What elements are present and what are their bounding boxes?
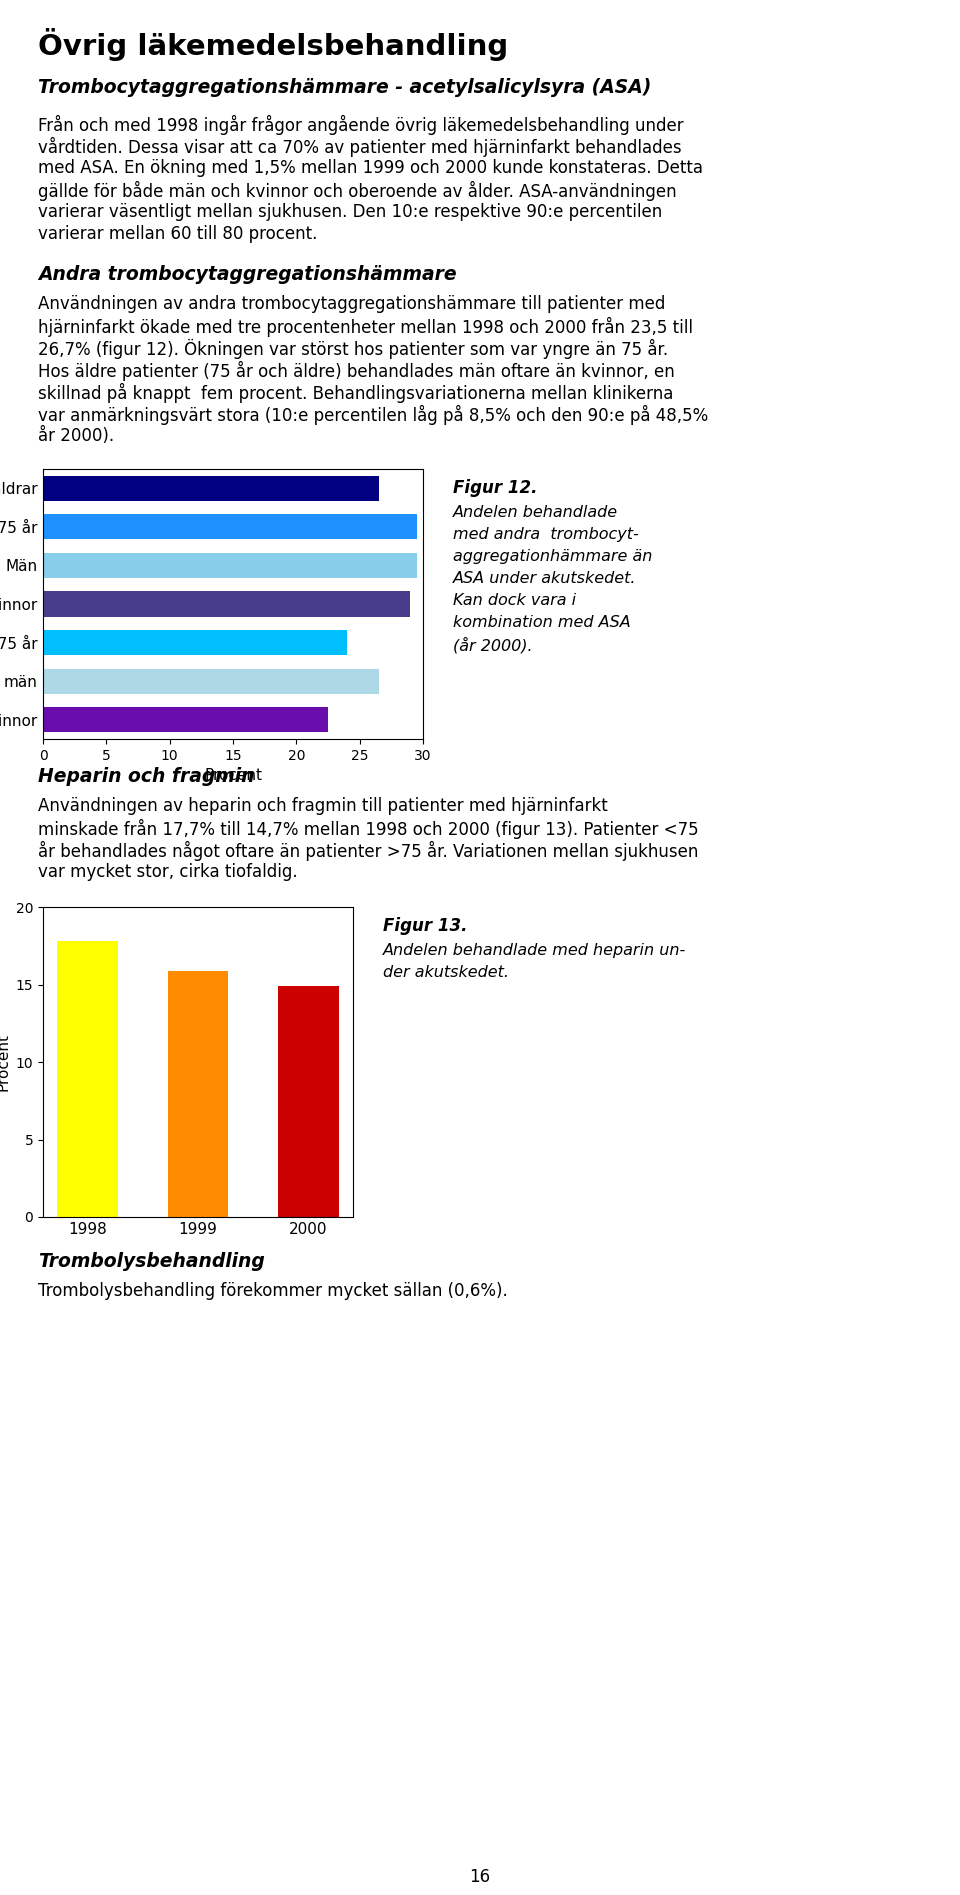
- Text: 26,7% (figur 12). Ökningen var störst hos patienter som var yngre än 75 år.: 26,7% (figur 12). Ökningen var störst ho…: [38, 339, 668, 358]
- Text: Figur 12.: Figur 12.: [453, 479, 538, 496]
- Text: med andra  trombocyt-: med andra trombocyt-: [453, 527, 638, 542]
- Text: kombination med ASA: kombination med ASA: [453, 616, 631, 629]
- Text: gällde för både män och kvinnor och oberoende av ålder. ASA-användningen: gällde för både män och kvinnor och ober…: [38, 182, 677, 201]
- Text: Trombolysbehandling: Trombolysbehandling: [38, 1253, 265, 1272]
- Text: var anmärkningsvärt stora (10:e percentilen låg på 8,5% och den 90:e på 48,5%: var anmärkningsvärt stora (10:e percenti…: [38, 406, 708, 424]
- Text: med ASA. En ökning med 1,5% mellan 1999 och 2000 kunde konstateras. Detta: med ASA. En ökning med 1,5% mellan 1999 …: [38, 159, 703, 176]
- Text: Övrig läkemedelsbehandling: Övrig läkemedelsbehandling: [38, 28, 508, 61]
- Text: Figur 13.: Figur 13.: [383, 917, 468, 934]
- Bar: [57, 942, 118, 1217]
- Text: Från och med 1998 ingår frågor angående övrig läkemedelsbehandling under: Från och med 1998 ingår frågor angående …: [38, 116, 684, 135]
- Text: Andelen behandlade med heparin un-: Andelen behandlade med heparin un-: [383, 944, 686, 959]
- Text: hjärninfarkt ökade med tre procentenheter mellan 1998 och 2000 från 23,5 till: hjärninfarkt ökade med tre procentenhete…: [38, 316, 693, 337]
- X-axis label: Procent: Procent: [204, 767, 262, 783]
- Bar: [43, 629, 347, 656]
- Bar: [43, 707, 328, 731]
- Bar: [43, 553, 417, 578]
- Text: Användningen av andra trombocytaggregationshämmare till patienter med: Användningen av andra trombocytaggregati…: [38, 296, 665, 313]
- Text: minskade från 17,7% till 14,7% mellan 1998 och 2000 (figur 13). Patienter <75: minskade från 17,7% till 14,7% mellan 19…: [38, 819, 699, 839]
- Y-axis label: Procent: Procent: [0, 1033, 11, 1092]
- Bar: [43, 669, 378, 694]
- Text: skillnad på knappt  fem procent. Behandlingsvariationerna mellan klinikerna: skillnad på knappt fem procent. Behandli…: [38, 383, 673, 404]
- Text: Kan dock vara i: Kan dock vara i: [453, 593, 576, 608]
- Text: var mycket stor, cirka tiofaldig.: var mycket stor, cirka tiofaldig.: [38, 862, 298, 881]
- Text: aggregationhämmare än: aggregationhämmare än: [453, 550, 653, 565]
- Bar: [168, 970, 228, 1217]
- Text: Trombocytaggregationshämmare - acetylsalicylsyra (ASA): Trombocytaggregationshämmare - acetylsal…: [38, 78, 652, 97]
- Bar: [43, 476, 378, 500]
- Text: vårdtiden. Dessa visar att ca 70% av patienter med hjärninfarkt behandlades: vårdtiden. Dessa visar att ca 70% av pat…: [38, 136, 682, 157]
- Text: Andelen behandlade: Andelen behandlade: [453, 504, 618, 519]
- Text: år behandlades något oftare än patienter >75 år. Variationen mellan sjukhusen: år behandlades något oftare än patienter…: [38, 841, 698, 860]
- Text: Hos äldre patienter (75 år och äldre) behandlades män oftare än kvinnor, en: Hos äldre patienter (75 år och äldre) be…: [38, 362, 675, 381]
- Text: Användningen av heparin och fragmin till patienter med hjärninfarkt: Användningen av heparin och fragmin till…: [38, 798, 608, 815]
- Bar: [43, 591, 410, 616]
- Text: der akutskedet.: der akutskedet.: [383, 965, 509, 980]
- Bar: [278, 985, 339, 1217]
- Text: Trombolysbehandling förekommer mycket sällan (0,6%).: Trombolysbehandling förekommer mycket sä…: [38, 1283, 508, 1300]
- Text: (år 2000).: (år 2000).: [453, 637, 533, 654]
- Text: varierar väsentligt mellan sjukhusen. Den 10:e respektive 90:e percentilen: varierar väsentligt mellan sjukhusen. De…: [38, 203, 662, 222]
- Text: Andra trombocytaggregationshämmare: Andra trombocytaggregationshämmare: [38, 265, 457, 284]
- Text: 16: 16: [469, 1868, 491, 1886]
- Text: ASA under akutskedet.: ASA under akutskedet.: [453, 570, 636, 586]
- Text: Heparin och fragmin: Heparin och fragmin: [38, 767, 254, 786]
- Text: varierar mellan 60 till 80 procent.: varierar mellan 60 till 80 procent.: [38, 226, 318, 243]
- Text: år 2000).: år 2000).: [38, 426, 114, 445]
- Bar: [43, 514, 417, 540]
